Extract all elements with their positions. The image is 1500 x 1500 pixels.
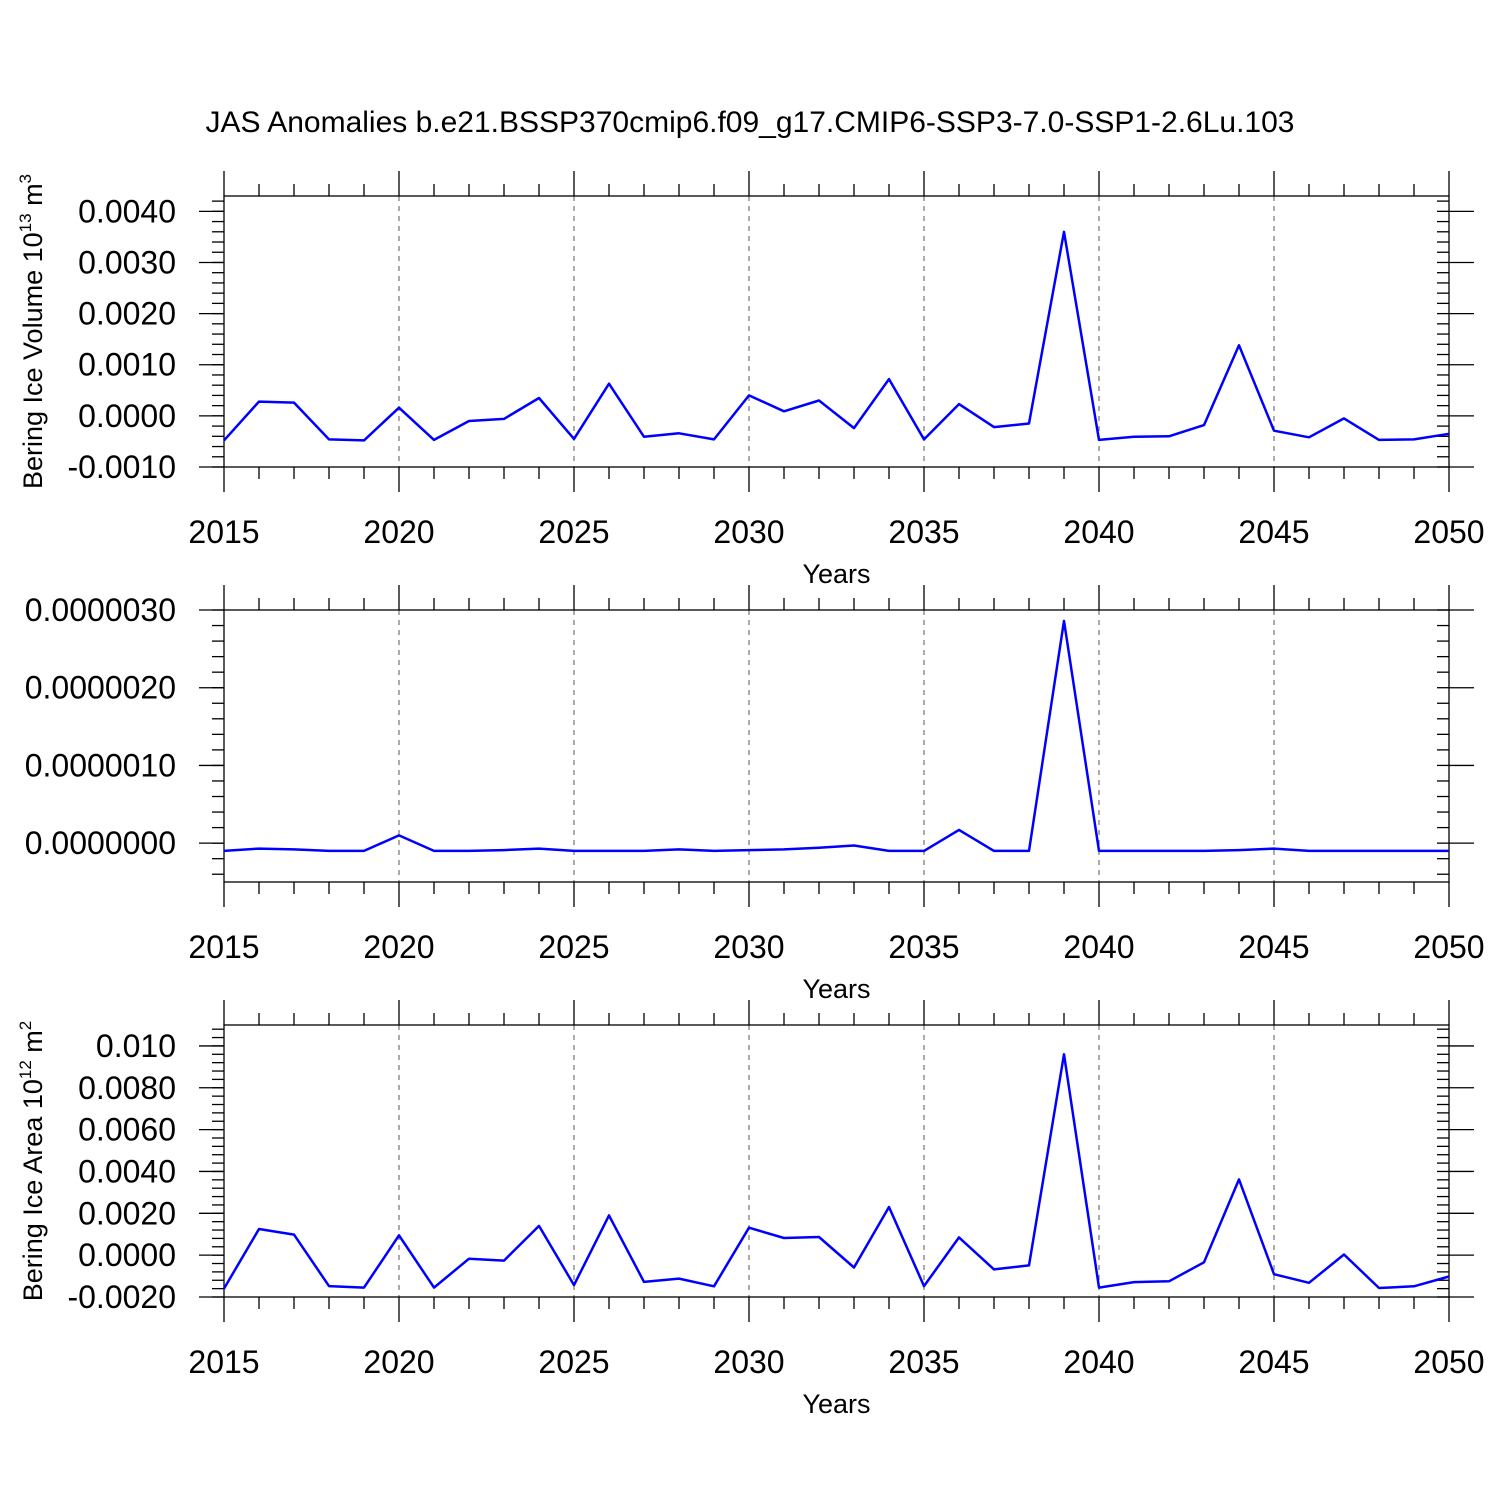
chart-panel-2: 0.0000000 0.0000010 0.0000020 0.0000030 2015… [25, 585, 1485, 1004]
x-tick-label: 2025 [538, 1344, 609, 1380]
y-tick-label: 0.0060 [78, 1112, 176, 1148]
y-tick-label: 0.0020 [78, 296, 176, 332]
y-tick-label: -0.0010 [67, 449, 176, 485]
x-tick-label: 2020 [363, 1344, 434, 1380]
x-tick-label: 2045 [1238, 929, 1309, 965]
x-axis-label: Years [802, 974, 870, 1004]
x-axis-label: Years [802, 559, 870, 589]
x-axis-label: Years [802, 1389, 870, 1419]
x-tick-label: 2040 [1063, 929, 1134, 965]
chart-panel-3: -0.0020 0.0000 0.0020 0.0040 0.0060 0.0080 0.0… [16, 1000, 1485, 1419]
x-tick-label: 2040 [1063, 514, 1134, 550]
y-tick-label: 0.010 [96, 1028, 176, 1064]
figure-title: JAS Anomalies b.e21.BSSP370cmip6.f09_g17… [206, 106, 1295, 139]
x-tick-label: 2050 [1413, 514, 1484, 550]
y-tick-label: 0.0000 [78, 398, 176, 434]
x-tick-label: 2030 [713, 1344, 784, 1380]
x-tick-label: 2030 [713, 514, 784, 550]
x-tick-label: 2020 [363, 514, 434, 550]
y-tick-label: 0.0000020 [25, 670, 176, 706]
y-tick-label: 0.0010 [78, 347, 176, 383]
x-tick-label: 2045 [1238, 514, 1309, 550]
x-tick-label: 2035 [888, 929, 959, 965]
panels-container: -0.0010 0.0000 0.0010 0.0020 0.0030 0.0040 201… [16, 171, 1485, 1419]
y-tick-label: 0.0040 [78, 193, 176, 229]
series-line-1 [223, 619, 1449, 853]
y-axis-label: Bering Ice Volume 1013 m3 [16, 174, 48, 489]
x-tick-label: 2040 [1063, 1344, 1134, 1380]
y-tick-label: -0.0020 [67, 1279, 176, 1315]
x-tick-label: 2025 [538, 929, 609, 965]
x-tick-label: 2050 [1413, 1344, 1484, 1380]
series-line-1 [222, 1053, 1450, 1290]
x-tick-label: 2045 [1238, 1344, 1309, 1380]
x-tick-label: 2015 [188, 514, 259, 550]
x-tick-label: 2050 [1413, 929, 1484, 965]
x-tick-label: 2030 [713, 929, 784, 965]
plot-frame [223, 609, 1450, 883]
chart-panel-1: -0.0010 0.0000 0.0010 0.0020 0.0030 0.0040 201… [16, 171, 1485, 589]
y-axis-label: Bering Ice Area 1012 m2 [16, 1021, 48, 1302]
series-line-1 [223, 230, 1450, 442]
y-tick-label: 0.0000 [78, 1237, 176, 1273]
y-tick-label: 0.0040 [78, 1153, 176, 1189]
y-tick-label: 0.0020 [78, 1195, 176, 1231]
plot-frame [223, 1024, 1450, 1298]
x-tick-label: 2035 [888, 1344, 959, 1380]
y-tick-label: 0.0000000 [25, 825, 176, 861]
y-tick-label: 0.0030 [78, 244, 176, 280]
x-tick-label: 2015 [188, 1344, 259, 1380]
y-tick-label: 0.0080 [78, 1070, 176, 1106]
x-tick-label: 2020 [363, 929, 434, 965]
x-tick-label: 2015 [188, 929, 259, 965]
y-tick-label: 0.0000030 [25, 592, 176, 628]
y-tick-label: 0.0000010 [25, 747, 176, 783]
plot-frame [223, 195, 1450, 468]
x-tick-label: 2025 [538, 514, 609, 550]
x-tick-label: 2035 [888, 514, 959, 550]
